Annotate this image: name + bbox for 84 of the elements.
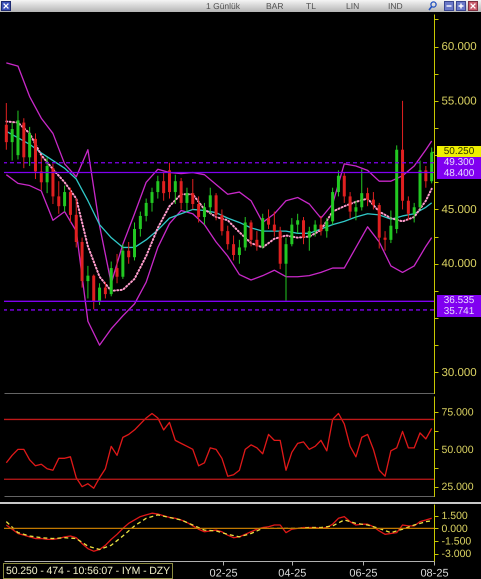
candlestick (372, 192, 375, 210)
candlestick (127, 242, 130, 264)
candlestick (86, 265, 90, 299)
candlestick (174, 174, 177, 204)
candlestick (232, 234, 236, 261)
candlestick (156, 175, 160, 200)
candlestick (389, 210, 392, 244)
candlestick (162, 172, 166, 202)
candlestick (214, 192, 218, 221)
x-tick-label: 02-25 (210, 568, 238, 579)
y-tick-label: 75.000 (442, 406, 474, 418)
candlestick (104, 282, 107, 299)
candlestick (319, 215, 322, 236)
text: IND (388, 0, 403, 12)
ref-line-label: 36.535 (437, 294, 481, 306)
ref-line-label: 49.300 (437, 156, 481, 168)
candlestick (63, 185, 66, 212)
candlestick (138, 211, 142, 238)
candlestick (272, 211, 276, 238)
candlestick (208, 187, 212, 214)
candlestick (180, 177, 183, 210)
candlestick (412, 202, 416, 223)
candlestick (168, 162, 171, 200)
candlestick (10, 122, 14, 162)
y-tick-label: 50.000 (442, 444, 474, 456)
y-tick-label: 55.000 (442, 95, 477, 108)
candlestick (98, 282, 102, 306)
candlestick (220, 208, 224, 236)
candlestick (360, 168, 364, 212)
text: 1 Günlük (206, 0, 240, 12)
candlestick (406, 196, 410, 221)
y-tick-label: -1.500 (442, 536, 472, 548)
candlestick (4, 102, 8, 150)
candlestick (197, 196, 200, 223)
candlestick (314, 220, 317, 238)
y-tick-label: -3.000 (442, 548, 472, 560)
candlestick (46, 156, 49, 194)
candlestick (150, 187, 154, 212)
candlestick (384, 230, 387, 252)
candlestick (116, 253, 119, 284)
y-tick-label: 40.000 (442, 258, 477, 270)
candlestick (238, 239, 241, 264)
candlestick (28, 126, 32, 166)
candlestick (191, 178, 194, 210)
candlestick (185, 187, 188, 212)
candlestick (144, 198, 148, 222)
y-tick-label: 1.500 (442, 510, 468, 522)
ref-line-label: 35.741 (437, 306, 481, 317)
candlestick (290, 218, 294, 247)
candlestick (250, 220, 253, 247)
candlestick (348, 192, 352, 219)
text: TL (306, 0, 316, 12)
candlestick (226, 225, 230, 250)
line-series (6, 412, 432, 489)
candlestick (68, 187, 72, 223)
text: BAR (266, 0, 284, 12)
line-series (5, 120, 433, 292)
candlestick (366, 187, 370, 207)
candlestick (57, 180, 60, 214)
text: LIN (346, 0, 360, 12)
annotation: 50.250 (437, 146, 481, 157)
x-tick-label: 08-25 (420, 568, 449, 579)
candlestick (336, 170, 340, 197)
candlestick (255, 230, 258, 252)
candlestick (308, 226, 311, 252)
candlestick (342, 172, 346, 204)
y-tick-label: 45.000 (442, 204, 477, 216)
y-tick-label: 30.000 (442, 366, 477, 379)
x-tick-label: 06-25 (349, 568, 378, 579)
candlestick (284, 237, 288, 302)
line-series (6, 174, 432, 346)
candlestick (40, 154, 43, 190)
candlestick (296, 213, 300, 234)
x-tick-label: 04-25 (278, 568, 306, 579)
candlestick (302, 216, 305, 245)
ref-line-label: 48.400 (437, 168, 481, 179)
candlestick (354, 200, 358, 221)
y-tick-label: 0.000 (442, 522, 468, 535)
y-tick-label: 25.000 (442, 481, 474, 494)
candlestick (267, 208, 270, 230)
y-tick-label: 60.000 (442, 41, 477, 54)
candlestick (325, 218, 328, 238)
candlestick (202, 202, 206, 226)
text: 50.250 - 474 - 10:56:07 - IYM - DZY (3, 563, 173, 579)
